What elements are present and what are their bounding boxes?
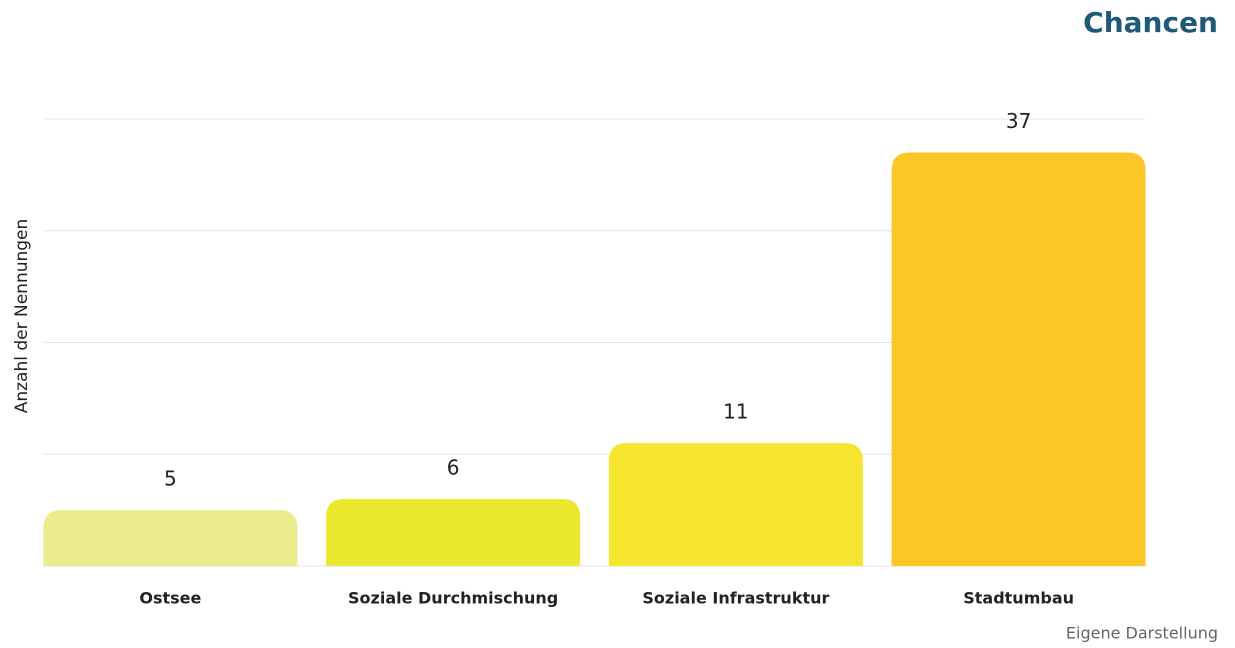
x-tick-label: Soziale Infrastruktur xyxy=(642,589,829,608)
x-tick-label: Soziale Durchmischung xyxy=(348,589,558,608)
x-tick-label: Ostsee xyxy=(139,589,201,608)
data-label: 5 xyxy=(164,467,177,491)
note: Eigene Darstellung xyxy=(1066,624,1218,643)
chart-title: Chancen xyxy=(1083,6,1218,39)
data-label: 6 xyxy=(447,455,460,479)
bar xyxy=(891,152,1146,566)
bar xyxy=(43,510,298,566)
x-tick-label: Stadtumbau xyxy=(963,589,1074,608)
bar xyxy=(608,443,863,566)
y-axis-label: Anzahl der Nennungen xyxy=(12,219,32,414)
data-label: 37 xyxy=(1006,109,1031,133)
bar xyxy=(326,498,581,566)
data-label: 11 xyxy=(723,400,748,424)
